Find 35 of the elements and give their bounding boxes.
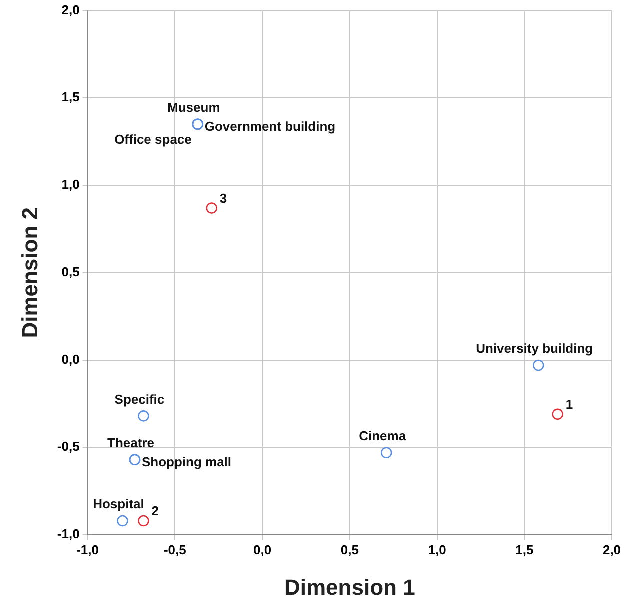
annotation: Hospital bbox=[93, 496, 144, 512]
point bbox=[117, 515, 128, 527]
x-tick-label: 2,0 bbox=[602, 542, 622, 558]
y-tick-label: 1,0 bbox=[62, 177, 80, 192]
x-axis-title: Dimension 1 bbox=[284, 574, 416, 600]
x-tick-label: 1,5 bbox=[516, 542, 534, 558]
y-axis-title: Dimension 2 bbox=[17, 207, 42, 338]
annotation: 1 bbox=[566, 397, 574, 412]
annotation: 2 bbox=[152, 504, 159, 519]
annotation: Museum bbox=[168, 100, 220, 115]
point bbox=[138, 410, 150, 422]
x-tick-label: 0,5 bbox=[340, 542, 359, 558]
x-tick-label: 0,0 bbox=[253, 542, 272, 558]
x-tick-label: -0,5 bbox=[164, 542, 186, 558]
annotation: Shopping mall bbox=[142, 454, 232, 470]
annotation: Office space bbox=[114, 132, 192, 147]
annotation: Theatre bbox=[108, 435, 154, 450]
point bbox=[380, 447, 392, 459]
annotation: University building bbox=[476, 341, 594, 356]
point bbox=[206, 202, 218, 214]
y-tick-label: -1,0 bbox=[57, 526, 80, 542]
point bbox=[138, 515, 150, 527]
y-tick-label: 0,5 bbox=[62, 264, 80, 280]
y-tick-label: 1,5 bbox=[62, 90, 80, 105]
point bbox=[552, 408, 564, 420]
annotation: Cinema bbox=[359, 428, 407, 444]
annotation: Specific bbox=[114, 392, 165, 407]
annotation: Government building bbox=[204, 118, 336, 134]
y-tick-label: 2,0 bbox=[62, 2, 80, 18]
x-tick-label: 1,0 bbox=[428, 542, 446, 558]
point bbox=[532, 360, 544, 372]
y-tick-label: -0,5 bbox=[57, 439, 80, 454]
x-tick-label: -1,0 bbox=[76, 542, 100, 558]
annotation: 3 bbox=[220, 190, 228, 206]
y-tick-label: 0,0 bbox=[62, 352, 80, 367]
